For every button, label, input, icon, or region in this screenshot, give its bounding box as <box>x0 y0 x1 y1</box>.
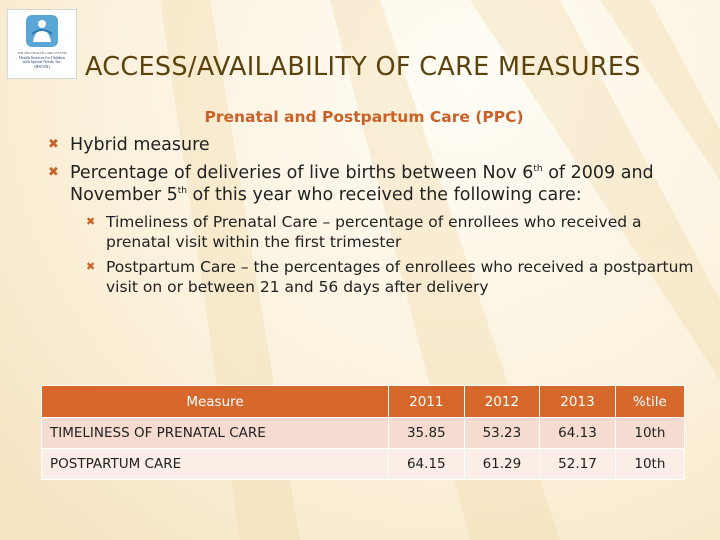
cell-2011: 64.15 <box>388 448 465 480</box>
bullet-text: Hybrid measure <box>70 135 210 155</box>
cell-2013: 52.17 <box>539 448 616 480</box>
measures-table: Measure 2011 2012 2013 %tile TIMELINESS … <box>41 385 686 480</box>
cell-measure-name: TIMELINESS OF PRENATAL CARE <box>41 417 389 449</box>
cell-percentile: 10th <box>614 417 686 449</box>
bullet-x-icon: ✖ <box>48 165 59 180</box>
header-2012: 2012 <box>463 385 541 418</box>
slide-subtitle: Prenatal and Postpartum Care (PPC) <box>204 108 524 126</box>
bullet-x-icon: ✖ <box>86 215 96 228</box>
bullet-x-icon: ✖ <box>48 137 59 152</box>
bullet-text-part1: Percentage of deliveries of live births … <box>70 163 534 183</box>
bullet-text-part3: of this year who received the following … <box>186 185 582 205</box>
cell-2012: 53.23 <box>463 417 541 449</box>
bullet-hybrid-measure: ✖ Hybrid measure <box>48 134 698 156</box>
header-2013: 2013 <box>539 385 616 418</box>
cell-measure-name: POSTPARTUM CARE <box>41 448 389 480</box>
bullet-list: ✖ Hybrid measure ✖ Percentage of deliver… <box>48 134 698 302</box>
logo-line-1: THE HSC HEALTH CARE SYSTEM <box>17 51 67 55</box>
logo-line-4: (HSCSN) <box>34 63 50 69</box>
logo-figure-icon <box>26 15 58 47</box>
cell-percentile: 10th <box>614 448 686 480</box>
sub-bullet-text: Timeliness of Prenatal Care – percentage… <box>106 213 642 251</box>
bullet-percentage-deliveries: ✖ Percentage of deliveries of live birth… <box>48 162 698 206</box>
bullet-x-icon: ✖ <box>86 260 96 273</box>
cell-2011: 35.85 <box>388 417 465 449</box>
cell-2013: 64.13 <box>539 417 616 449</box>
bullet-text-part2: of 2009 and November 5 <box>70 163 654 205</box>
slide-title: ACCESS/AVAILABILITY OF CARE MEASURES <box>85 52 641 82</box>
header-measure: Measure <box>41 385 389 418</box>
sub-bullet-timeliness: ✖ Timeliness of Prenatal Care – percenta… <box>86 212 698 252</box>
logo-line-3: with Special Needs, Inc. <box>22 59 62 65</box>
header-percentile: %tile <box>614 385 686 418</box>
table-row: TIMELINESS OF PRENATAL CARE 35.85 53.23 … <box>41 417 686 449</box>
ordinal-suffix: th <box>533 164 543 175</box>
table-header-row: Measure 2011 2012 2013 %tile <box>41 385 686 418</box>
header-2011: 2011 <box>388 385 465 418</box>
ordinal-suffix: th <box>177 186 187 197</box>
sub-bullet-text: Postpartum Care – the percentages of enr… <box>106 258 694 296</box>
sub-bullet-list: ✖ Timeliness of Prenatal Care – percenta… <box>48 212 698 297</box>
table-row: POSTPARTUM CARE 64.15 61.29 52.17 10th <box>41 448 686 480</box>
cell-2012: 61.29 <box>463 448 541 480</box>
hscsn-logo: THE HSC HEALTH CARE SYSTEM Health Servic… <box>7 9 77 79</box>
logo-line-2: Health Services for Children <box>19 54 65 60</box>
sub-bullet-postpartum: ✖ Postpartum Care – the percentages of e… <box>86 257 698 297</box>
